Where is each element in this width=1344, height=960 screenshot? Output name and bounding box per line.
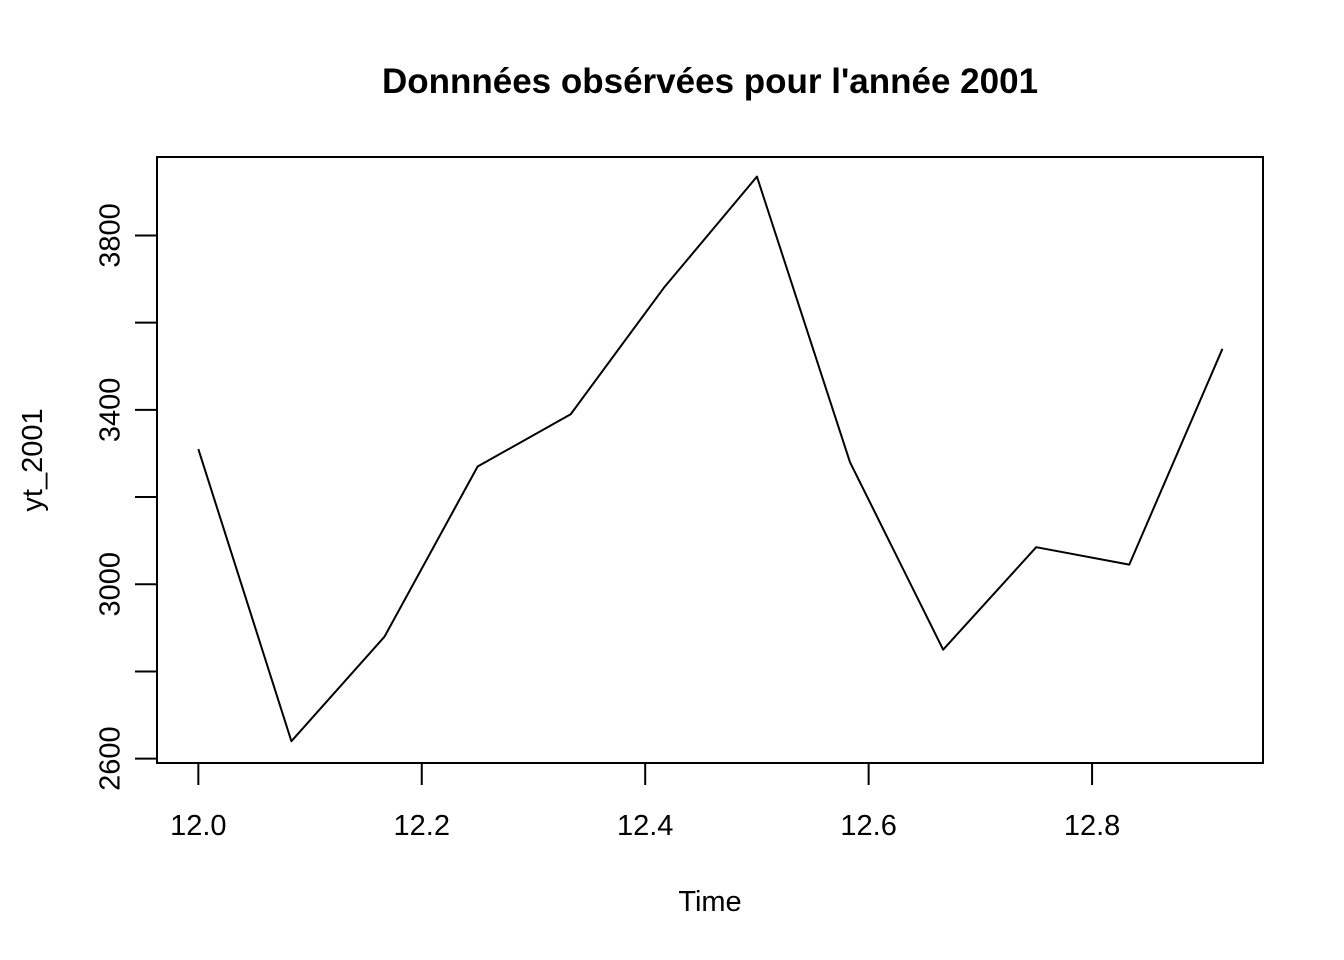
x-axis: 12.0 12.2 12.4 12.6 12.8 [170, 762, 1120, 842]
y-tick-label: 3000 [95, 552, 127, 617]
x-tick-label: 12.8 [1064, 810, 1120, 842]
y-tick-label: 2600 [95, 726, 127, 791]
y-axis: 2600 3000 3400 3800 [95, 203, 158, 791]
y-tick-label: 3400 [95, 378, 127, 443]
x-tick-label: 12.6 [840, 810, 896, 842]
series-layer [197, 175, 1224, 743]
series-line-1 [197, 175, 1224, 743]
x-axis-title: Time [678, 886, 741, 918]
y-tick-label: 3800 [95, 203, 127, 268]
plot-area-border [156, 156, 1264, 764]
y-axis-title: yt_2001 [17, 408, 49, 511]
x-tick-label: 12.2 [394, 810, 450, 842]
chart-title: Donnnées obsérvées pour l'année 2001 [382, 62, 1038, 101]
x-tick-label: 12.4 [617, 810, 673, 842]
x-tick-label: 12.0 [170, 810, 226, 842]
